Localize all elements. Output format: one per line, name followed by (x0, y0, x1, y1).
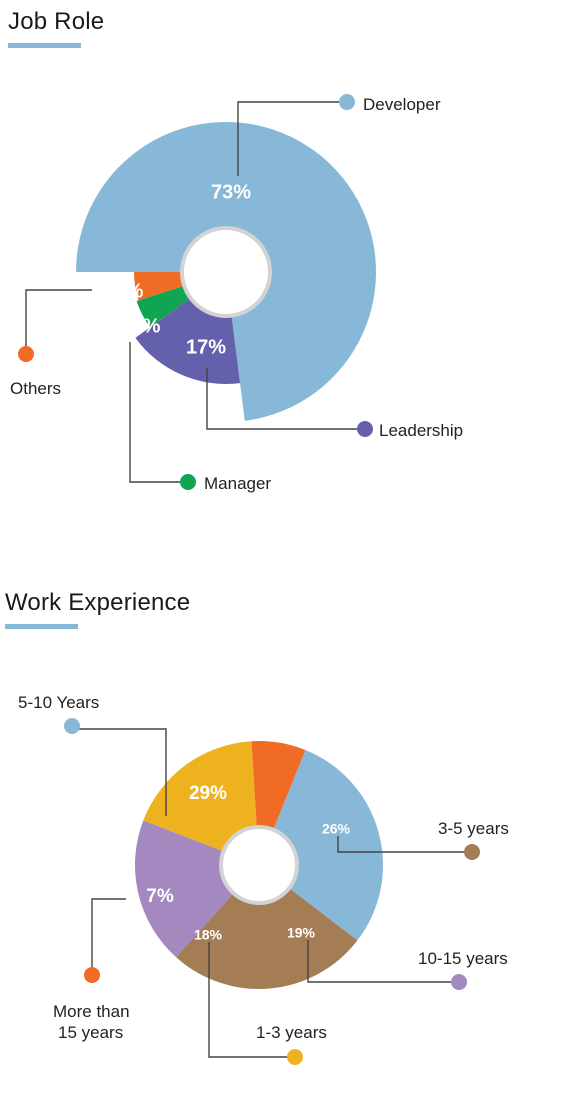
slice-value-label-10-15-years: 19% (287, 925, 316, 941)
leader-line-leadership (206, 368, 365, 430)
slice-value-label-3-5-years: 26% (322, 821, 351, 837)
leader-line-others (25, 289, 92, 354)
legend-marker-others (18, 346, 34, 362)
slice-value-label-others: 5% (115, 280, 144, 302)
slice-value-label-5-10-years: 29% (189, 783, 227, 804)
pie-slice-10-15-years (135, 820, 234, 958)
pie-slice-3-5-years (176, 888, 358, 989)
legend-marker-more-than-15-years (84, 967, 100, 983)
legend-marker-manager (180, 474, 196, 490)
pie-slice-more-than-15-years (251, 741, 306, 830)
legend-label-3-5-years: 3-5 years (438, 819, 509, 838)
legend-label-10-15-years: 10-15 years (418, 949, 508, 968)
job-role-pie-chart: 73% Developer 17% Leadership 5% Manager 5% Othe… (10, 94, 463, 493)
donut-hole (180, 226, 272, 318)
legend-marker-10-15-years (451, 974, 467, 990)
pie-slice-5-10-years (273, 750, 383, 941)
pie-slice-developer (76, 122, 376, 421)
work-experience-pie-chart: 29% 5-10 Years 26% 3-5 years 19% 10-15 years 1… (18, 693, 509, 1065)
legend-marker-3-5-years (464, 844, 480, 860)
chart-title-job-role: Job Role (8, 8, 105, 35)
leader-line-1-3-years (208, 942, 295, 1058)
pie-slice-1-3-years (143, 741, 257, 852)
legend-label-5-10-years: 5-10 Years (18, 693, 99, 712)
slice-value-label-more-than-15-years: 7% (146, 886, 174, 907)
legend-label-developer: Developer (363, 95, 441, 114)
slice-value-label-leadership: 17% (186, 336, 226, 358)
slice-value-label-1-3-years: 18% (194, 927, 223, 943)
title-underline (8, 43, 81, 48)
slices (76, 122, 376, 421)
title-underline (5, 624, 78, 629)
legend-marker-developer (339, 94, 355, 110)
legend-label-manager: Manager (204, 474, 271, 493)
leader-line-3-5-years (337, 836, 472, 853)
leader-line-10-15-years (307, 940, 459, 983)
legend-marker-5-10-years (64, 718, 80, 734)
legend-label-more-than-15-years: More than (53, 1002, 130, 1021)
chart-title-work-experience: Work Experience (5, 589, 191, 616)
leader-line-more-than-15-years (91, 898, 126, 975)
pie-slice-leadership (135, 297, 241, 385)
leader-line-5-10-years (72, 728, 167, 816)
slice-value-label-manager: 5% (132, 315, 161, 337)
pie-slice-others (134, 272, 185, 301)
legend-marker-leadership (357, 421, 373, 437)
leader-line-developer (237, 101, 347, 176)
slices (135, 741, 383, 989)
leader-line-manager (129, 342, 188, 483)
donut-hole (219, 825, 299, 905)
legend-marker-1-3-years (287, 1049, 303, 1065)
legend-label-1-3-years: 1-3 years (256, 1023, 327, 1042)
legend-label-more-than-15-years: 15 years (58, 1023, 123, 1042)
pie-slice-manager (136, 285, 191, 328)
legend-label-leadership: Leadership (379, 421, 463, 440)
legend-label-others: Others (10, 379, 61, 398)
slice-value-label-developer: 73% (211, 181, 251, 203)
